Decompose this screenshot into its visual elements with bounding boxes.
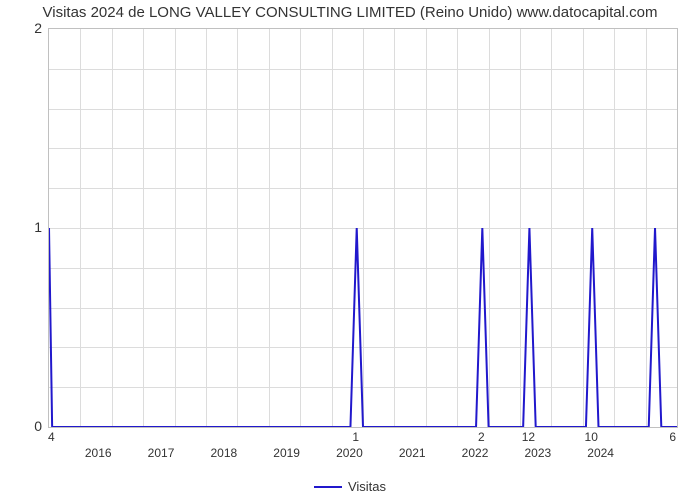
data-label: 10 xyxy=(585,430,598,444)
x-tick-label: 2021 xyxy=(399,446,426,460)
x-tick-label: 2020 xyxy=(336,446,363,460)
data-label: 1 xyxy=(352,430,359,444)
x-tick-label: 2024 xyxy=(587,446,614,460)
legend-label: Visitas xyxy=(348,479,386,494)
plot-area xyxy=(48,28,678,428)
x-tick-label: 2022 xyxy=(462,446,489,460)
chart-container: Visitas 2024 de LONG VALLEY CONSULTING L… xyxy=(0,0,700,500)
legend: Visitas xyxy=(0,478,700,494)
x-tick-label: 2018 xyxy=(210,446,237,460)
data-label: 4 xyxy=(48,430,55,444)
series-line xyxy=(49,29,677,427)
y-tick-label: 2 xyxy=(2,20,42,36)
x-tick-label: 2019 xyxy=(273,446,300,460)
visitas-line xyxy=(49,228,677,427)
data-label: 6 xyxy=(669,430,676,444)
x-tick-label: 2023 xyxy=(524,446,551,460)
data-label: 2 xyxy=(478,430,485,444)
legend-swatch xyxy=(314,486,342,488)
x-tick-label: 2016 xyxy=(85,446,112,460)
x-tick-label: 2017 xyxy=(148,446,175,460)
data-label: 12 xyxy=(522,430,535,444)
y-tick-label: 1 xyxy=(2,219,42,235)
y-tick-label: 0 xyxy=(2,418,42,434)
chart-title: Visitas 2024 de LONG VALLEY CONSULTING L… xyxy=(0,4,700,21)
